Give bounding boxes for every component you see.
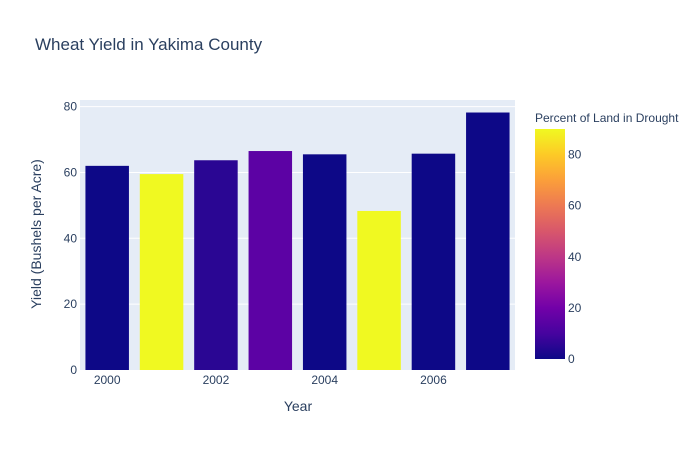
colorbar-tick-label: 20 — [568, 301, 582, 315]
y-axis-title: Yield (Bushels per Acre) — [28, 159, 44, 309]
colorbar-tick-label: 0 — [568, 352, 575, 366]
y-tick-label: 60 — [64, 165, 78, 179]
bars — [85, 112, 510, 370]
x-tick-label: 2000 — [94, 373, 121, 387]
colorbar — [535, 129, 565, 359]
x-tick-label: 2006 — [420, 373, 447, 387]
bar-2005 — [357, 210, 401, 370]
bar-2006 — [411, 153, 456, 370]
y-tick-label: 20 — [64, 297, 78, 311]
x-tick-label: 2002 — [203, 373, 230, 387]
bar-2003 — [248, 151, 293, 370]
bar-2007 — [466, 112, 510, 370]
bar-2004 — [302, 154, 347, 370]
bar-2002 — [194, 160, 238, 370]
colorbar-title: Percent of Land in Drought — [535, 111, 679, 125]
y-tick-label: 80 — [64, 100, 78, 114]
colorbar-tick-label: 60 — [568, 199, 582, 213]
y-tick-label: 40 — [64, 231, 78, 245]
colorbar-tick-label: 80 — [568, 148, 582, 162]
bar-2001 — [139, 174, 184, 370]
y-tick-label: 0 — [70, 363, 77, 377]
colorbar-tick-label: 40 — [568, 250, 582, 264]
bar-2000 — [85, 165, 129, 370]
colorbar-ticks: 0 20 40 60 80 — [568, 148, 582, 366]
x-axis-ticks: 2000 2002 2004 2006 — [94, 373, 447, 387]
y-axis-ticks: 0 20 40 60 80 — [64, 100, 78, 377]
x-tick-label: 2004 — [311, 373, 338, 387]
x-axis-title: Year — [284, 398, 313, 414]
chart-title: Wheat Yield in Yakima County — [35, 35, 263, 54]
